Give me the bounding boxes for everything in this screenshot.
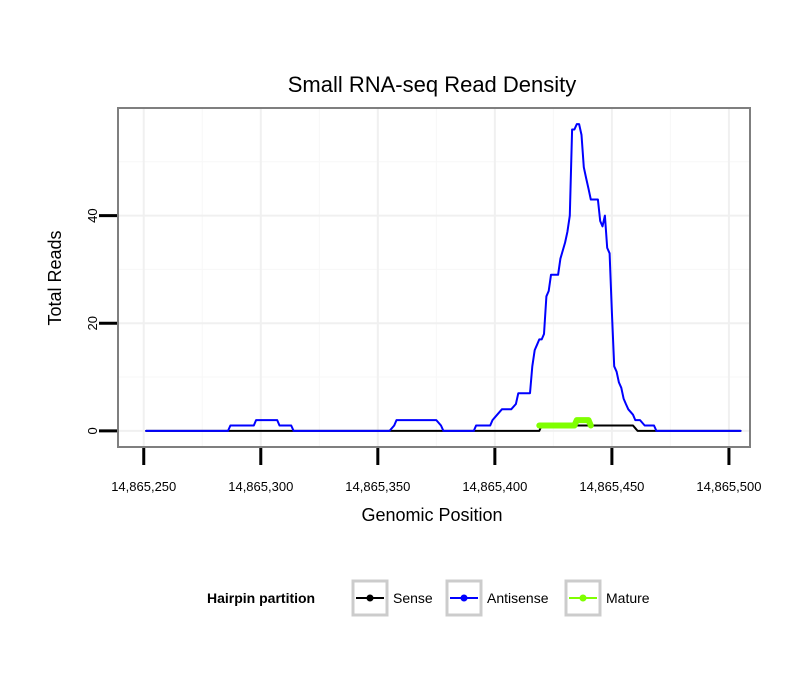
legend-label-mature: Mature	[606, 590, 650, 606]
legend-title: Hairpin partition	[207, 590, 315, 606]
legend-key-dot	[366, 594, 374, 602]
x-tick-label: 14,865,500	[696, 479, 761, 494]
x-axis: 14,865,250 14,865,300 14,865,350 14,865,400…	[111, 448, 761, 494]
x-axis-title: Genomic Position	[361, 505, 502, 525]
plot-panel	[118, 108, 750, 447]
panel-border	[117, 107, 751, 448]
chart-title: Small RNA-seq Read Density	[288, 72, 577, 97]
y-axis: 0 20 40	[85, 208, 117, 434]
series-line-mature	[536, 417, 594, 429]
x-tick-label: 14,865,350	[345, 479, 410, 494]
y-tick-label: 20	[85, 316, 100, 330]
legend-label-sense: Sense	[393, 590, 433, 606]
y-tick-label: 40	[85, 208, 100, 222]
grid-lines	[118, 108, 750, 447]
x-tick-label: 14,865,250	[111, 479, 176, 494]
x-tick-label: 14,865,400	[462, 479, 527, 494]
y-axis-title: Total Reads	[45, 230, 65, 325]
legend-key-dot	[579, 594, 587, 602]
x-tick-label: 14,865,450	[579, 479, 644, 494]
legend: Hairpin partition Sense Antisense Mature	[207, 579, 650, 617]
x-tick-label: 14,865,300	[228, 479, 293, 494]
legend-key-dot	[460, 594, 468, 602]
panel-frame	[117, 107, 751, 448]
series-lines	[145, 123, 742, 432]
legend-label-antisense: Antisense	[487, 590, 549, 606]
y-tick-label: 0	[85, 427, 100, 434]
plot-background	[118, 108, 750, 447]
series-line-antisense	[145, 123, 742, 432]
